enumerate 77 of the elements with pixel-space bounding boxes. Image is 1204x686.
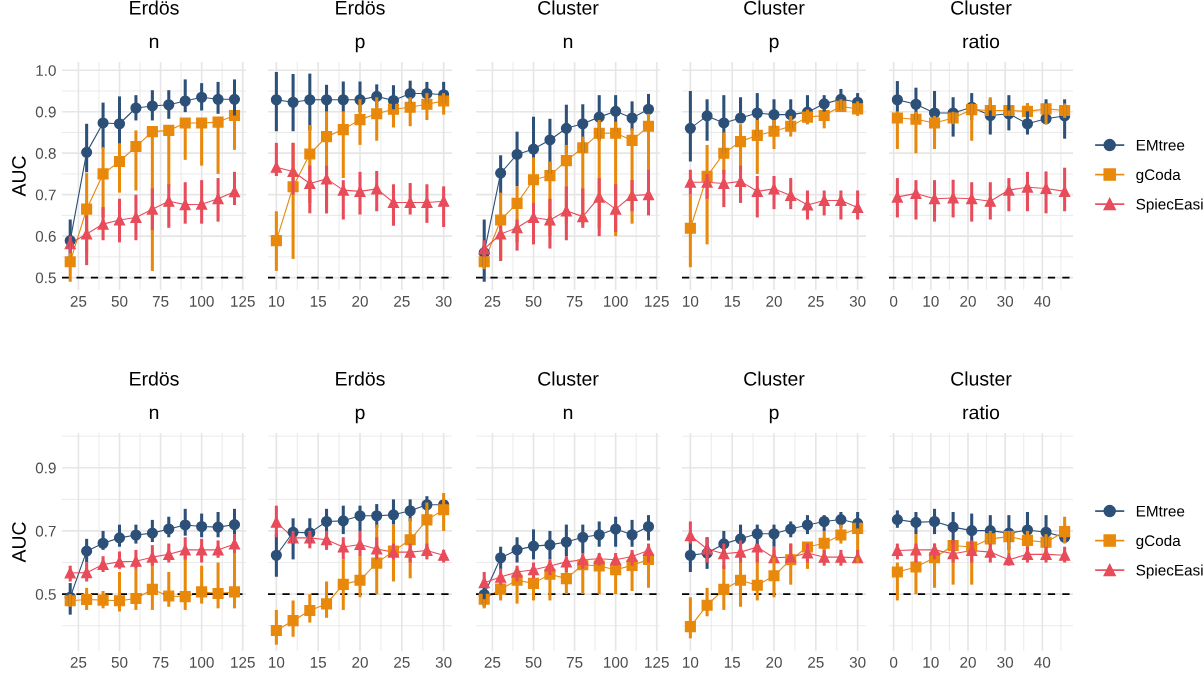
x-tick-label: 10 — [923, 656, 939, 668]
x-tick-label: 10 — [269, 295, 285, 307]
x-tick-label: 20 — [352, 295, 368, 307]
y-axis-title: AUC — [12, 156, 26, 197]
x-tick-label: 30 — [997, 295, 1014, 307]
x-tick-label: 20 — [766, 295, 782, 307]
legend-label: gCoda — [1136, 168, 1181, 184]
x-tick-label: 30 — [849, 295, 866, 307]
x-tick-label: 25 — [808, 656, 824, 668]
x-tick-label: 75 — [566, 657, 583, 668]
x-tick-label: 20 — [352, 656, 368, 668]
y-tick-label: 1.0 — [36, 65, 56, 76]
x-tick-label: 25 — [808, 295, 824, 307]
y-tick-label: 0.8 — [35, 148, 56, 159]
x-tick-label: 20 — [960, 656, 976, 668]
x-tick-label: 10 — [683, 656, 699, 668]
x-tick-label: 75 — [566, 296, 583, 307]
x-tick-label: 15 — [724, 296, 741, 307]
x-tick-label: 25 — [484, 295, 501, 307]
x-tick-label: 0 — [890, 295, 898, 307]
x-tick-label: 75 — [152, 296, 169, 307]
x-tick-label: 100 — [190, 656, 214, 668]
x-tick-label: 25 — [70, 295, 87, 307]
chart-title: Cluster ratio — [951, 371, 1012, 420]
x-tick-label: 25 — [70, 656, 87, 668]
x-tick-label: 30 — [435, 295, 452, 307]
x-tick-label: 25 — [394, 656, 410, 668]
y-tick-label: 0.7 — [35, 189, 56, 201]
x-tick-label: 10 — [683, 295, 699, 307]
chart-title: Cluster p — [744, 0, 805, 53]
x-tick-label: 30 — [997, 656, 1014, 668]
x-tick-label: 25 — [394, 295, 410, 307]
x-tick-label: 15 — [310, 296, 327, 307]
x-tick-label: 125 — [645, 295, 669, 307]
x-tick-label: 30 — [435, 656, 452, 668]
x-tick-label: 40 — [1034, 295, 1051, 307]
x-tick-label: 125 — [645, 656, 669, 668]
x-tick-label: 125 — [231, 656, 255, 668]
legend-label: gCoda — [1136, 534, 1181, 550]
x-tick-label: 15 — [310, 657, 327, 668]
x-tick-label: 75 — [152, 657, 169, 668]
y-tick-label: 0.7 — [35, 525, 56, 537]
x-tick-label: 20 — [766, 656, 782, 668]
chart-title: Erdös p — [336, 371, 385, 424]
chart-title: Cluster n — [538, 371, 599, 420]
x-tick-label: 15 — [724, 657, 741, 668]
x-tick-label: 10 — [923, 295, 939, 307]
chart-title: Cluster ratio — [951, 0, 1012, 49]
chart-title: Cluster p — [744, 371, 805, 424]
x-tick-label: 100 — [190, 295, 214, 307]
x-tick-label: 0 — [890, 656, 898, 668]
chart-title: Erdös n — [130, 0, 179, 49]
x-tick-label: 100 — [604, 295, 628, 307]
y-tick-label: 0.6 — [35, 230, 56, 242]
y-axis-title: AUC — [12, 522, 26, 563]
legend-label: SpiecEasi — [1136, 198, 1203, 213]
x-tick-label: 125 — [231, 295, 255, 307]
y-tick-label: 0.9 — [35, 106, 56, 118]
x-tick-label: 30 — [849, 656, 866, 668]
x-tick-label: 100 — [604, 656, 628, 668]
x-tick-label: 50 — [111, 656, 128, 668]
x-tick-label: 40 — [1034, 656, 1051, 668]
x-tick-label: 20 — [960, 295, 976, 307]
chart-title: Erdös p — [336, 0, 385, 53]
x-tick-label: 50 — [111, 295, 128, 307]
y-tick-label: 0.5 — [35, 589, 56, 600]
legend-label: EMtree — [1136, 505, 1185, 517]
legend-label: EMtree — [1136, 139, 1185, 151]
x-tick-label: 25 — [484, 656, 501, 668]
y-tick-label: 0.5 — [35, 272, 56, 284]
y-tick-label: 0.9 — [35, 462, 56, 474]
x-tick-label: 50 — [525, 295, 542, 307]
chart-title: Cluster n — [538, 0, 599, 49]
chart-title: Erdös n — [130, 371, 179, 420]
legend-label: SpiecEasi — [1136, 564, 1203, 579]
x-tick-label: 50 — [525, 656, 542, 668]
x-tick-label: 10 — [269, 656, 285, 668]
